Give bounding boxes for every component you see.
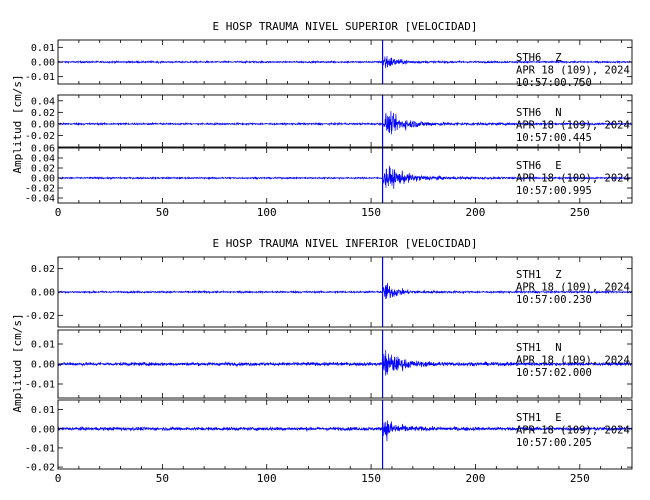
record-date: APR 18 (109), 2024 [516, 282, 630, 294]
waveform-trace [57, 165, 633, 189]
y-tick-label: 0.01 [31, 405, 55, 416]
y-axis-label: Amplitud [cm/s] [11, 74, 24, 173]
upper-level-group: E HOSP TRAUMA NIVEL SUPERIOR [VELOCIDAD]… [11, 20, 633, 219]
station-label: STH1 N [516, 342, 562, 354]
waveform-trace [57, 56, 633, 69]
station-label: STH6 Z [516, 52, 562, 64]
y-tick-label: 0.00 [31, 424, 55, 435]
x-tick-label: 50 [156, 206, 169, 219]
y-tick-label: 0.00 [31, 288, 55, 299]
record-date: APR 18 (109), 2024 [516, 173, 630, 185]
chart-title: E HOSP TRAUMA NIVEL SUPERIOR [VELOCIDAD] [213, 20, 478, 33]
y-tick-label: 0.00 [31, 58, 55, 69]
y-tick-label: 0.02 [31, 264, 55, 275]
waveform-trace [57, 350, 633, 376]
y-tick-label: 0.00 [31, 360, 55, 371]
y-tick-label: -0.02 [25, 184, 55, 195]
y-tick-label: -0.04 [25, 194, 55, 205]
waveform-trace [57, 111, 633, 135]
y-tick-label: -0.01 [25, 380, 55, 391]
y-tick-label: -0.01 [25, 443, 55, 454]
x-tick-label: 250 [570, 206, 590, 219]
y-tick-label: -0.02 [25, 463, 55, 474]
record-date: APR 18 (109), 2024 [516, 65, 630, 77]
x-tick-label: 150 [361, 472, 381, 485]
x-tick-label: 150 [361, 206, 381, 219]
station-label: STH1 Z [516, 269, 562, 281]
y-tick-label: 0.04 [31, 154, 55, 165]
y-tick-label: -0.02 [25, 131, 55, 142]
record-time: 10:57:00.995 [516, 185, 592, 197]
lower-level-group: E HOSP TRAUMA NIVEL INFERIOR [VELOCIDAD]… [11, 237, 633, 485]
record-time: 10:57:02.000 [516, 367, 592, 379]
y-axis-label: Amplitud [cm/s] [11, 313, 24, 412]
x-tick-label: 200 [466, 206, 486, 219]
station-label: STH1 E [516, 412, 562, 424]
record-date: APR 18 (109), 2024 [516, 425, 630, 437]
y-tick-label: 0.02 [31, 164, 55, 175]
record-date: APR 18 (109), 2024 [516, 355, 630, 367]
station-label: STH6 E [516, 160, 562, 172]
x-tick-label: 50 [156, 472, 169, 485]
y-tick-label: 0.00 [31, 174, 55, 185]
y-tick-label: 0.00 [31, 119, 55, 130]
y-tick-label: 0.04 [31, 96, 55, 107]
y-tick-label: 0.02 [31, 108, 55, 119]
record-time: 10:57:00.445 [516, 132, 592, 144]
waveform-trace [57, 420, 633, 442]
record-time: 10:57:00.205 [516, 437, 592, 449]
y-tick-label: 0.01 [31, 340, 55, 351]
x-tick-label: 0 [55, 206, 62, 219]
x-tick-label: 0 [55, 472, 62, 485]
panel-frame [57, 147, 633, 204]
y-tick-label: 0.01 [31, 43, 55, 54]
x-tick-label: 200 [466, 472, 486, 485]
y-tick-label: -0.01 [25, 72, 55, 83]
record-time: 10:57:00.750 [516, 77, 592, 89]
panel-frame [57, 94, 633, 148]
y-tick-label: 0.06 [31, 144, 55, 155]
y-tick-label: -0.02 [25, 311, 55, 322]
waveform-trace [57, 282, 633, 300]
record-time: 10:57:00.230 [516, 294, 592, 306]
x-tick-label: 100 [257, 206, 277, 219]
x-tick-label: 100 [257, 472, 277, 485]
x-tick-label: 250 [570, 472, 590, 485]
chart-title: E HOSP TRAUMA NIVEL INFERIOR [VELOCIDAD] [213, 237, 478, 250]
panel-frame [57, 399, 633, 470]
record-date: APR 18 (109), 2024 [516, 120, 630, 132]
station-label: STH6 N [516, 107, 562, 119]
